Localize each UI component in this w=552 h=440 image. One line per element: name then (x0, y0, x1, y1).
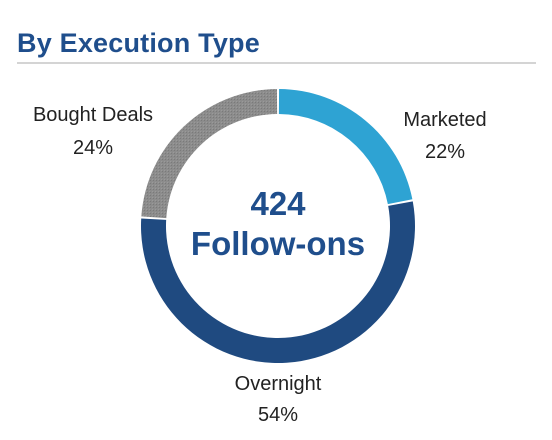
slice-value-overnight: 54% (258, 404, 298, 426)
slice-value-marketed: 22% (425, 141, 465, 163)
slice-label-overnight: Overnight (235, 373, 322, 395)
center-label: Follow-ons (191, 225, 365, 262)
donut-slices (141, 89, 415, 364)
title-divider (17, 62, 536, 64)
slice-value-bought-deals: 24% (73, 137, 113, 159)
slice-bought-deals (141, 89, 278, 219)
slice-label-marketed: Marketed (403, 109, 486, 131)
slice-label-bought-deals: Bought Deals (33, 104, 153, 126)
chart-title: By Execution Type (17, 28, 260, 58)
slice-overnight (141, 201, 415, 364)
center-count: 424 (250, 185, 306, 222)
slice-marketed (278, 89, 413, 205)
